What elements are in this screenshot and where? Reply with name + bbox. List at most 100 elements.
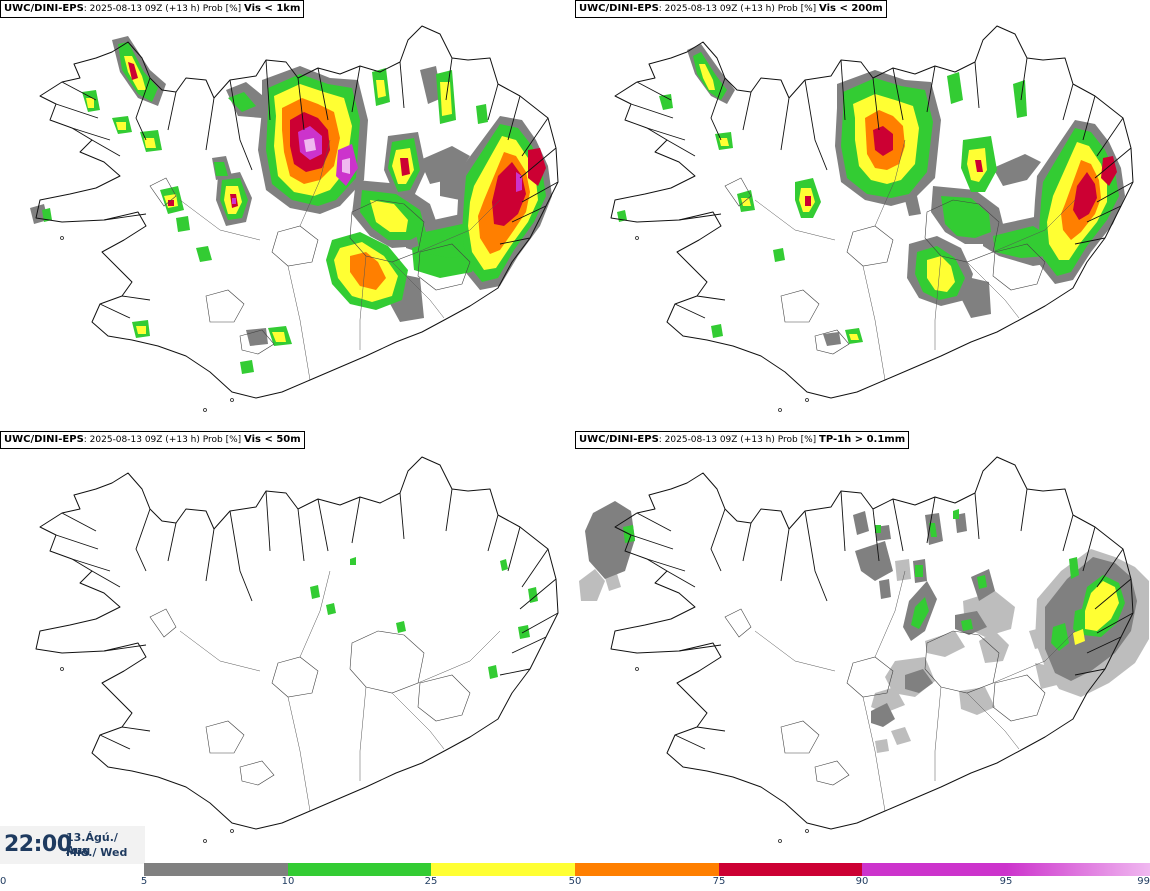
probability-area [891, 727, 911, 745]
river-line [874, 570, 906, 658]
map-panel-precip: UWC/DINI-EPS: 2025-08-13 09Z (+13 h) Pro… [575, 431, 1150, 861]
variable-label: TP-1h > 0.1mm [819, 434, 906, 445]
probability-area [350, 557, 356, 565]
panel-header: UWC/DINI-EPS: 2025-08-13 09Z (+13 h) Pro… [0, 431, 305, 449]
valid-date: 13.Ágú./ Aug [66, 831, 118, 857]
coastline [35, 25, 559, 399]
fjord-line [696, 726, 726, 732]
probability-area [773, 248, 785, 262]
fjord-line [710, 508, 726, 572]
river-line [299, 570, 331, 658]
probability-area [961, 619, 973, 631]
fjord-line [265, 490, 271, 552]
valid-time: 22:00 [4, 832, 72, 857]
fjord-line [1096, 181, 1134, 203]
probability-area [979, 631, 1009, 663]
probability-area [879, 579, 891, 599]
colorbar-segment [431, 863, 575, 876]
glacier-outline [149, 608, 177, 638]
island [805, 398, 809, 402]
fjord-line [1082, 95, 1096, 141]
variable-label: Vis < 50m [244, 434, 301, 445]
fjord-line [519, 578, 557, 610]
probability-area [947, 72, 963, 104]
probability-area [116, 122, 126, 130]
river-line [417, 630, 501, 684]
fjord-line [445, 488, 453, 532]
fjord-line [399, 492, 405, 540]
probability-area [993, 154, 1041, 186]
fjord-line [121, 726, 151, 732]
colorbar-tick-label: 75 [712, 876, 726, 887]
probability-area [246, 328, 268, 346]
fjord-line [55, 534, 99, 550]
probability-area [326, 603, 336, 615]
fjord-line [872, 508, 880, 562]
colorbar-segment [575, 863, 719, 876]
probability-area [144, 138, 156, 148]
probability-area [1035, 663, 1057, 689]
fjord-line [1094, 147, 1132, 179]
river-line [754, 630, 836, 672]
fjord-line [892, 498, 904, 552]
variable-label: Vis < 200m [819, 3, 883, 14]
fjord-line [205, 97, 215, 151]
probability-area [1051, 623, 1069, 651]
fjord-line [103, 213, 147, 221]
colorbar-tick-label: 99 [1137, 876, 1150, 887]
probability-area [396, 621, 406, 633]
island [203, 408, 207, 412]
fjord-line [1074, 237, 1106, 245]
fjord-line [297, 508, 305, 562]
probability-area [168, 200, 174, 206]
probability-area [659, 94, 673, 110]
river-line [417, 199, 501, 253]
probability-area [196, 246, 212, 262]
model-name: UWC/DINI-EPS [579, 3, 659, 14]
colorbar-tick-label: 5 [140, 876, 148, 887]
probability-area [875, 525, 881, 533]
probability-area [228, 92, 256, 112]
coastline [610, 25, 1134, 399]
river-line [992, 630, 1076, 684]
fjord-line [1020, 488, 1028, 532]
colorbar-tick-label: 10 [281, 876, 295, 887]
fjord-line [926, 65, 936, 113]
fjord-line [1096, 548, 1124, 588]
fjord-line [780, 528, 790, 582]
fjord-line [666, 139, 696, 157]
fjord-line [974, 61, 980, 109]
probability-area [911, 597, 929, 629]
fjord-line [521, 181, 559, 203]
fjord-line [507, 526, 521, 572]
island [60, 667, 64, 671]
glacier-outline [992, 674, 1046, 722]
panel-header: UWC/DINI-EPS: 2025-08-13 09Z (+13 h) Pro… [575, 0, 887, 18]
river-line [874, 139, 906, 227]
probability-area [871, 687, 905, 713]
run-info: : 2025-08-13 09Z (+13 h) Prob [%] [83, 435, 242, 445]
probability-area [993, 226, 1055, 258]
fjord-line [167, 522, 177, 562]
fjord-line [630, 534, 674, 550]
probability-area [915, 565, 923, 577]
glacier-outline [417, 243, 471, 291]
river-line [179, 630, 261, 672]
river-line [179, 199, 261, 241]
probability-area [488, 665, 498, 679]
run-info: : 2025-08-13 09Z (+13 h) Prob [%] [658, 4, 817, 14]
glacier-outline [992, 243, 1046, 291]
probability-area [975, 160, 983, 172]
glacier-outline [239, 760, 275, 786]
probability-area [1073, 172, 1097, 220]
fjord-line [265, 59, 271, 121]
river-line [391, 261, 445, 319]
probability-area [128, 62, 138, 80]
colorbar-segment [1006, 863, 1150, 876]
fjord-line [1094, 578, 1132, 610]
probability-area [961, 276, 991, 318]
river-line [391, 692, 445, 750]
river-line [359, 255, 367, 350]
probability-area [310, 585, 320, 599]
probability-area [376, 80, 386, 98]
